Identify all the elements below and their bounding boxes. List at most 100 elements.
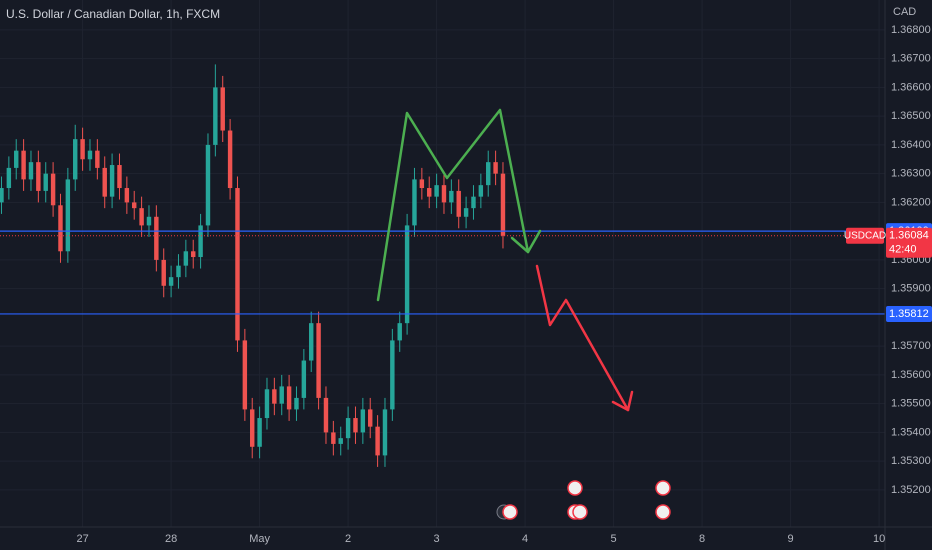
y-tick-label: 1.36200 [891, 196, 931, 208]
candle-body [0, 188, 4, 203]
last-price-box [886, 227, 932, 258]
candle-body [257, 418, 262, 447]
candle-body [471, 196, 476, 209]
x-tick-label: 27 [76, 533, 88, 545]
y-tick-label: 1.36600 [891, 81, 931, 93]
candle-body [375, 426, 380, 456]
candle-body [316, 323, 321, 398]
y-tick-label: 1.35200 [891, 484, 931, 496]
event-icon [572, 504, 588, 520]
y-tick-label: 1.36300 [891, 168, 931, 180]
candle-body [456, 190, 461, 217]
price-label: 1.35812 [889, 308, 929, 320]
projection-drawing [535, 264, 630, 412]
candle-body [493, 162, 498, 174]
event-icons [496, 480, 671, 520]
double-top-drawing [376, 108, 530, 302]
candle-body [198, 225, 203, 258]
x-tick-label: 3 [434, 533, 440, 545]
candle-body [227, 130, 233, 189]
candle-body [286, 386, 292, 410]
candle-body [50, 173, 56, 206]
y-tick-label: 1.35600 [891, 369, 931, 381]
y-tick-label: 1.35400 [891, 426, 931, 438]
candle-body [279, 386, 284, 404]
candle-body [331, 432, 336, 444]
candle-body [58, 205, 63, 252]
event-icon [567, 480, 583, 496]
candle-body [463, 208, 469, 217]
candle-body [117, 165, 122, 189]
axes: 1.36800 1.36700 1.36600 1.36500 1.36400 1.363… [76, 24, 932, 545]
candle-body [264, 389, 270, 419]
x-tick-label: 28 [165, 533, 177, 545]
candle-body [6, 167, 12, 189]
candle-body [345, 418, 351, 439]
symbol-box [846, 227, 884, 244]
candle-body [301, 360, 307, 398]
candle-body [272, 389, 277, 404]
y-tick-label: 1.35500 [891, 398, 931, 410]
candle-body [368, 409, 373, 427]
candle-body [397, 323, 402, 341]
candle-body [294, 397, 299, 410]
y-tick-label: 1.35300 [891, 455, 931, 467]
x-tick-label: 9 [788, 533, 794, 545]
candle-body [87, 150, 93, 160]
candle-body [36, 162, 41, 191]
x-tick-label: 8 [699, 533, 705, 545]
candle-body [441, 185, 447, 203]
arrow-head [611, 390, 634, 412]
x-tick-label: 5 [611, 533, 617, 545]
candle-body [205, 144, 211, 226]
candle-body [390, 340, 395, 410]
candle-body [132, 202, 137, 209]
x-tick-label: 4 [522, 533, 528, 545]
candle-body [242, 340, 248, 410]
y-tick-label: 1.35900 [891, 283, 931, 295]
candle-body [191, 251, 196, 258]
last-price-label: 1.36084 [889, 230, 929, 242]
candle-body [213, 87, 218, 145]
candle-body [161, 259, 166, 286]
candle-body [21, 150, 26, 180]
candle-body [404, 225, 410, 324]
grid [0, 0, 885, 527]
candle-body [419, 179, 425, 189]
candle-body [168, 277, 174, 286]
currency-label: CAD [893, 6, 916, 18]
symbol-label: USDCAD [844, 230, 886, 241]
candle-body [14, 150, 19, 168]
candle-body [353, 418, 358, 433]
y-tick-label: 1.36500 [891, 110, 931, 122]
candle-body [323, 397, 329, 433]
candle-body [73, 139, 78, 180]
candle-body [220, 87, 225, 131]
candle-body [360, 409, 366, 433]
candle-body [80, 139, 85, 160]
y-tick-label: 1.36800 [891, 24, 931, 36]
drawings [376, 108, 634, 412]
candle-body [500, 173, 506, 236]
candle-body [109, 165, 115, 197]
candle-body [478, 185, 484, 197]
candle-body [43, 173, 48, 191]
event-icon [655, 480, 671, 496]
candle-body [250, 409, 255, 447]
event-icon [502, 504, 518, 520]
y-tick-label: 1.36400 [891, 139, 931, 151]
candle-body [382, 409, 388, 456]
candle-body [427, 188, 432, 197]
candle-body [95, 150, 100, 168]
candle-body [176, 265, 181, 278]
candle-body [235, 188, 240, 341]
candle-body [434, 185, 439, 197]
price-label-box [886, 305, 932, 322]
y-tick-label: 1.35700 [891, 340, 931, 352]
candle-body [102, 167, 107, 197]
candle-body [412, 179, 417, 226]
chart-title: U.S. Dollar / Canadian Dollar, 1h, FXCM [6, 7, 220, 21]
candle-body [309, 323, 314, 361]
